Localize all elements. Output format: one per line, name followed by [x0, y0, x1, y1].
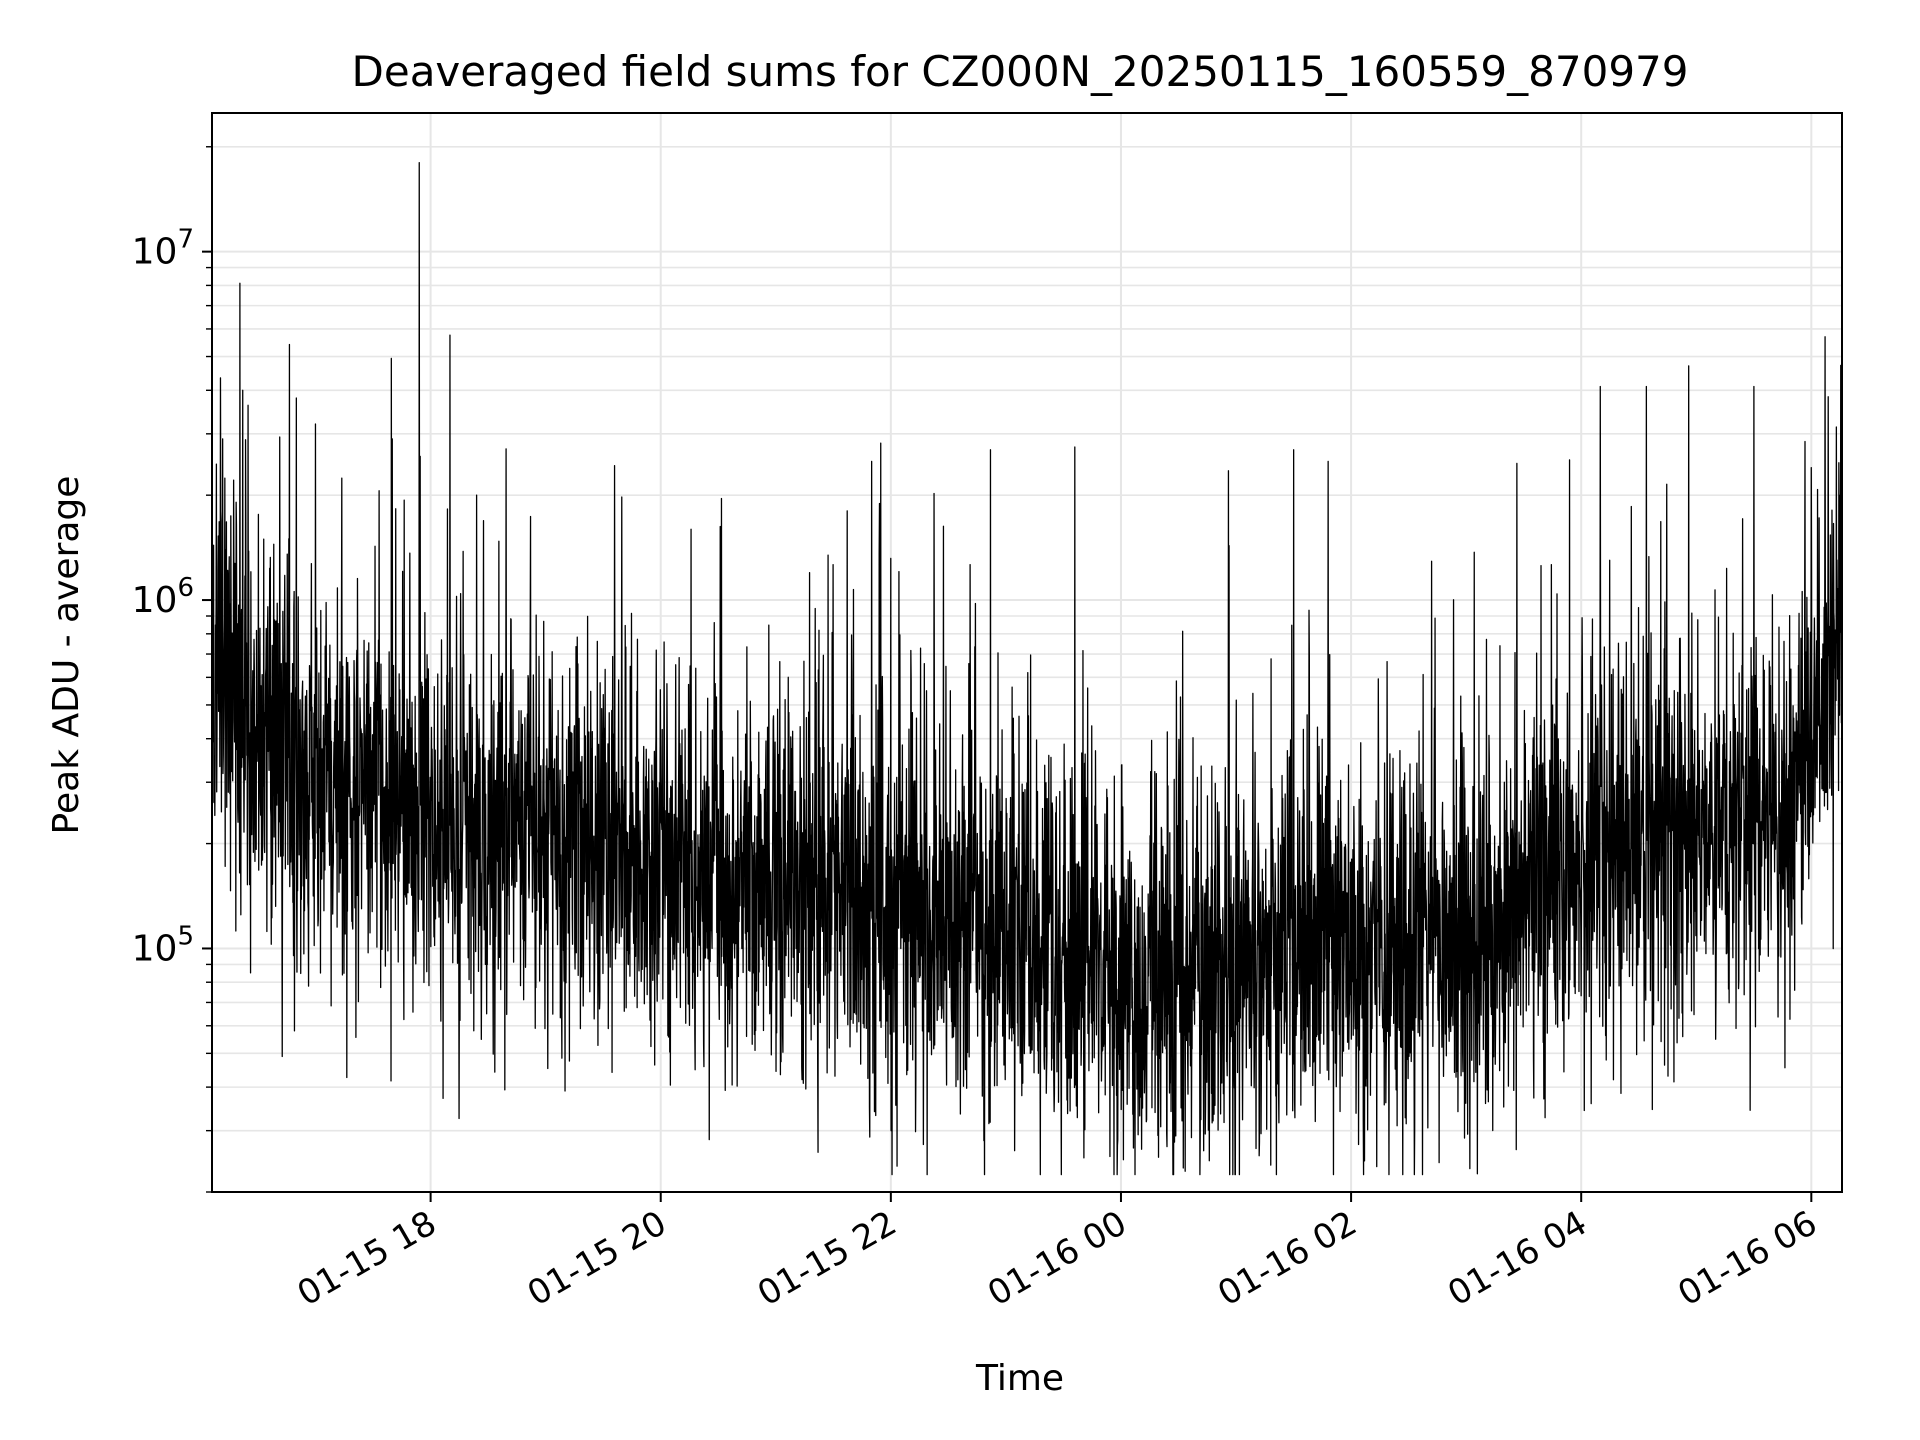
y-tick-label: 106 [132, 573, 194, 621]
series-path [211, 162, 1843, 1176]
plot-frame [211, 112, 1843, 1193]
x-axis-label: Time [975, 1358, 1064, 1399]
y-tick-label: 105 [132, 921, 194, 969]
chart-title: Deaveraged field sums for CZ000N_2025011… [352, 47, 1689, 96]
series-line [211, 162, 1843, 1176]
y-tick-label: 107 [132, 225, 194, 273]
y-axis-label: Peak ADU - average [46, 476, 87, 835]
